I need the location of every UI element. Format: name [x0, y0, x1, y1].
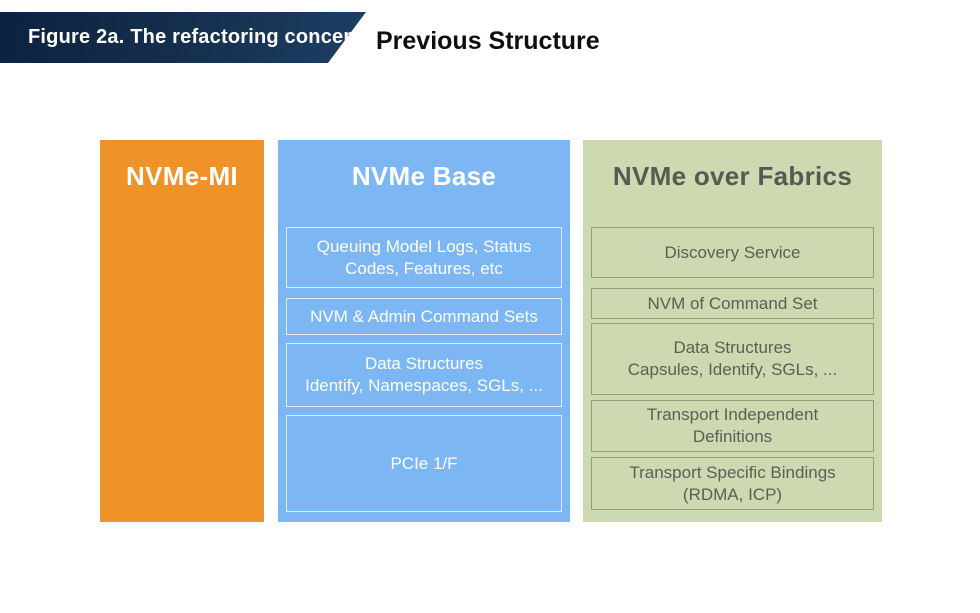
column-title-nvme-base: NVMe Base [351, 161, 497, 191]
box-line: Definitions [692, 427, 773, 446]
figure-label: Figure 2a. The refactoring concept [28, 26, 363, 48]
page-title: Previous Structure [376, 27, 600, 55]
column-nvme-base: NVMe Base Queuing Model Logs, Status Cod… [278, 140, 570, 522]
box-line: Identify, Namespaces, SGLs, ... [305, 376, 543, 395]
box-data-structures-base: Data Structures Identify, Namespaces, SG… [286, 343, 562, 407]
box-line: Transport Specific Bindings [629, 462, 836, 482]
column-title-nvme-over-fabrics: NVMe over Fabrics [612, 161, 853, 191]
box-line: NVM & Admin Command Sets [310, 306, 538, 326]
column-title-nvme-mi: NVMe-MI [126, 161, 238, 191]
box-nvm-admin-command-sets: NVM & Admin Command Sets [286, 298, 562, 335]
box-transport-independent-definitions: Transport Independent Definitions [591, 400, 874, 452]
box-line: (RDMA, ICP) [682, 484, 783, 504]
figure-label-ribbon: Figure 2a. The refactoring concept [0, 12, 366, 63]
box-line: Discovery Service [664, 242, 801, 262]
box-data-structures-fabrics: Data Structures Capsules, Identify, SGLs… [591, 323, 874, 395]
box-queuing-model-logs: Queuing Model Logs, Status Codes, Featur… [286, 227, 562, 288]
box-line: NVM of Command Set [647, 293, 818, 313]
box-line: Transport Independent [646, 405, 819, 424]
box-pcie-interface: PCIe 1/F [286, 415, 562, 512]
box-line: Queuing Model Logs, Status [316, 236, 532, 256]
box-line: Codes, Features, etc [345, 258, 503, 278]
box-discovery-service: Discovery Service [591, 227, 874, 278]
column-nvme-over-fabrics: NVMe over Fabrics Discovery Service NVM … [583, 140, 882, 522]
box-line: PCIe 1/F [390, 453, 458, 473]
column-nvme-mi: NVMe-MI [100, 140, 264, 522]
box-line: Data Structures [364, 354, 484, 373]
box-nvm-of-command-set: NVM of Command Set [591, 288, 874, 319]
box-transport-specific-bindings: Transport Specific Bindings (RDMA, ICP) [591, 457, 874, 510]
box-line: Data Structures [673, 338, 792, 357]
box-line: Capsules, Identify, SGLs, ... [627, 360, 838, 379]
